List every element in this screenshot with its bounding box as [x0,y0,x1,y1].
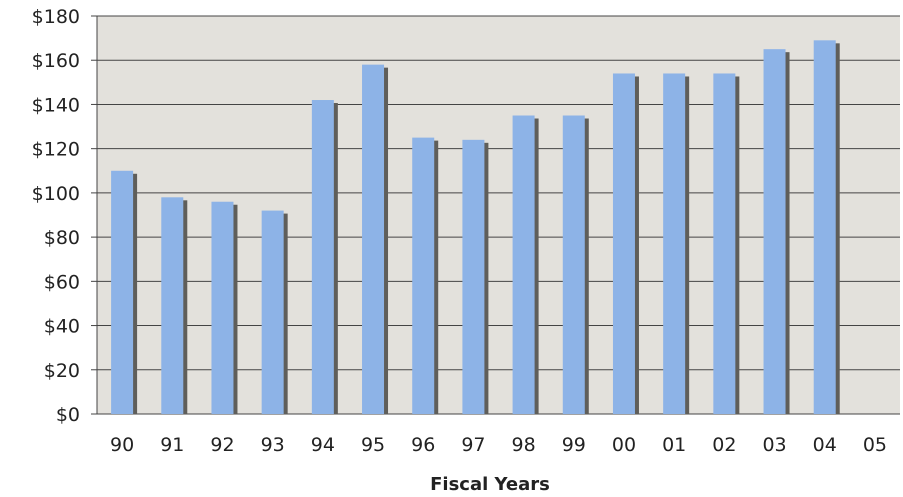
bar-97 [462,139,485,415]
bar-95 [362,64,385,415]
y-axis-ticks: $0 $20 $40 $60 $80 $100 $120 $140 $160 $180 [32,6,97,426]
x-tick-label: 96 [411,434,435,456]
x-tick-label: 97 [461,434,485,456]
bar-90 [111,170,134,414]
bar-01 [663,73,686,414]
bar-04 [813,40,836,414]
bars [111,40,840,415]
x-axis-ticks: 90 91 92 93 94 95 96 97 98 99 00 01 02 03 04 05 [110,434,887,456]
bar-00 [612,73,635,414]
x-tick-label: 93 [261,434,285,456]
x-tick-label: 99 [562,434,586,456]
x-tick-label: 91 [160,434,184,456]
bar-98 [512,115,535,414]
x-tick-label: 94 [311,434,335,456]
y-tick-label: $80 [44,227,80,249]
x-tick-label: 92 [210,434,234,456]
bar-99 [562,115,585,414]
bar-02 [713,73,736,414]
y-tick-label: $60 [44,271,80,293]
x-tick-label: 01 [662,434,686,456]
y-tick-label: $160 [32,50,80,72]
y-tick-label: $100 [32,183,80,205]
y-tick-label: $40 [44,316,80,338]
y-tick-label: $20 [44,360,80,382]
x-tick-label: 90 [110,434,134,456]
y-tick-label: $180 [32,6,80,28]
x-tick-label: 00 [612,434,636,456]
bar-96 [412,137,435,414]
x-tick-label: 04 [813,434,837,456]
y-tick-label: $120 [32,139,80,161]
bar-93 [261,210,284,414]
x-tick-label: 95 [361,434,385,456]
x-tick-label: 05 [863,434,887,456]
x-axis-title: Fiscal Years [430,474,550,495]
bar-03 [763,49,786,415]
x-tick-label: 98 [512,434,536,456]
y-tick-label: $0 [56,404,80,426]
x-tick-label: 02 [712,434,736,456]
bar-94 [311,100,334,415]
bar-91 [161,197,184,414]
bar-92 [211,201,234,414]
y-tick-label: $140 [32,94,80,116]
x-tick-label: 03 [762,434,786,456]
